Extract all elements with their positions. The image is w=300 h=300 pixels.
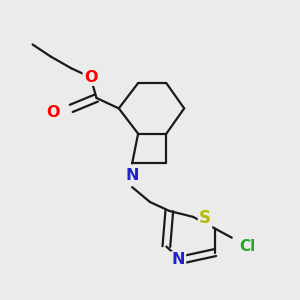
Text: O: O <box>47 105 60 120</box>
Text: N: N <box>125 168 139 183</box>
Text: Cl: Cl <box>239 239 255 254</box>
Text: O: O <box>84 70 97 85</box>
Text: N: N <box>172 253 185 268</box>
Text: S: S <box>199 209 211 227</box>
